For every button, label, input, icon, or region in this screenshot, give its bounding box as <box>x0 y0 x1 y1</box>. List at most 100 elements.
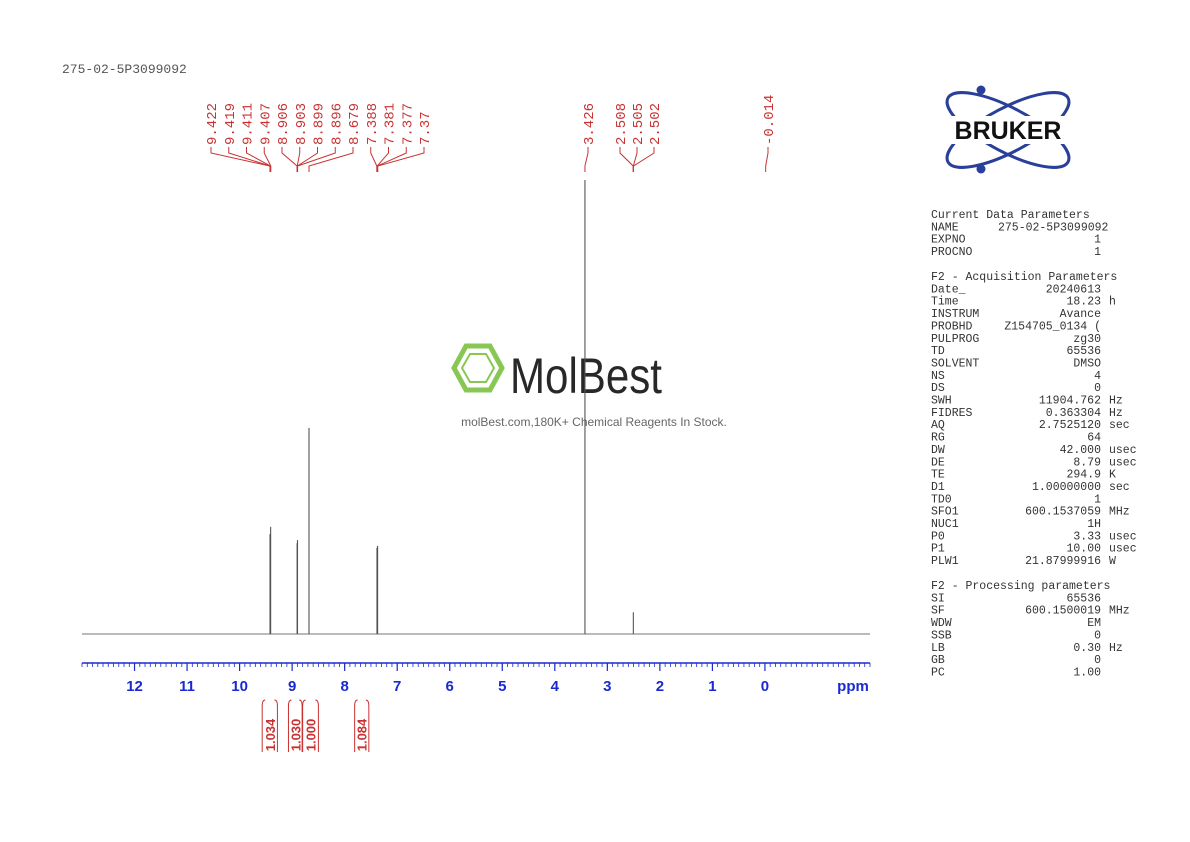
param-value: 294.9 <box>1066 469 1101 482</box>
peak-label: 8.896 <box>329 103 345 145</box>
peak-label: 8.903 <box>294 103 310 145</box>
param-value: 1.00 <box>1073 666 1101 679</box>
integral-bracket <box>261 699 278 752</box>
param-unit: MHz <box>1109 605 1130 618</box>
param-key: GB <box>931 654 945 667</box>
peak-label: 9.419 <box>223 103 239 145</box>
param-value: 2.7525120 <box>1039 419 1101 432</box>
x-tick-label: 2 <box>656 678 664 695</box>
watermark: MolBest molBest.com,180K+ Chemical Reage… <box>451 343 727 429</box>
param-unit: Hz <box>1109 642 1123 655</box>
x-tick-label: 9 <box>288 678 296 695</box>
param-value: 20240613 <box>1046 283 1101 296</box>
x-tick-label: 8 <box>340 678 348 695</box>
x-tick-label: 12 <box>126 678 143 695</box>
section-title: Current Data Parameters <box>931 209 1090 222</box>
peak-label: 2.505 <box>631 103 647 145</box>
peak-label: 2.508 <box>614 103 630 145</box>
peak-label-leader <box>297 147 336 172</box>
param-unit: Hz <box>1109 395 1123 408</box>
param-value: 1.00000000 <box>1032 481 1101 494</box>
peak-label: 8.906 <box>276 103 292 145</box>
x-tick-label: 3 <box>603 678 611 695</box>
param-value: zg30 <box>1073 333 1101 346</box>
peak-label: 8.899 <box>312 103 328 145</box>
param-unit: usec <box>1109 444 1137 457</box>
param-unit: sec <box>1109 419 1130 432</box>
param-key: NUC1 <box>931 518 959 531</box>
param-value: EM <box>1087 617 1101 630</box>
param-value: 1 <box>1094 246 1101 259</box>
integral-bracket <box>354 699 370 752</box>
param-value: 10.00 <box>1066 543 1101 556</box>
peak-label: 7.377 <box>400 103 416 145</box>
param-key: PC <box>931 666 945 679</box>
x-tick-label: 6 <box>446 678 454 695</box>
section-title: F2 - Processing parameters <box>931 580 1110 593</box>
bruker-logo: BRUKER <box>924 85 1092 174</box>
param-value: 0.30 <box>1073 642 1101 655</box>
integral-label: 1.084 <box>355 718 370 751</box>
param-value: 65536 <box>1066 592 1101 605</box>
param-unit: h <box>1109 296 1116 309</box>
x-tick-label: 1 <box>708 678 716 695</box>
param-key: SF <box>931 605 945 618</box>
param-key: NS <box>931 370 945 383</box>
param-value: 21.87999916 <box>1025 555 1101 568</box>
param-key: PULPROG <box>931 333 979 346</box>
x-tick-label: 5 <box>498 678 506 695</box>
x-tick-label: 4 <box>551 678 560 695</box>
param-key: NAME <box>931 221 959 234</box>
peak-label-leader <box>765 147 769 172</box>
param-value: 0.363304 <box>1046 407 1101 420</box>
watermark-tagline: molBest.com,180K+ Chemical Reagents In S… <box>461 415 727 429</box>
x-axis-label: ppm <box>837 678 869 695</box>
peak-label-leader <box>377 147 425 172</box>
peak-label: 9.407 <box>258 103 274 145</box>
param-value: DMSO <box>1073 357 1101 370</box>
param-key: SOLVENT <box>931 357 979 370</box>
param-unit: sec <box>1109 481 1130 494</box>
param-value: 8.79 <box>1073 456 1101 469</box>
section-title: F2 - Acquisition Parameters <box>931 271 1117 284</box>
peak-label-leader <box>370 147 378 172</box>
param-value: 4 <box>1094 370 1101 383</box>
param-unit: K <box>1109 469 1116 482</box>
param-key: WDW <box>931 617 952 630</box>
param-value: 64 <box>1087 432 1101 445</box>
integral-label: 1.034 <box>263 718 278 751</box>
param-key: SWH <box>931 395 952 408</box>
param-value: 11904.762 <box>1039 395 1101 408</box>
param-value: 1H <box>1087 518 1101 531</box>
logo-text: BRUKER <box>955 117 1062 145</box>
param-value: 0 <box>1094 629 1101 642</box>
peak-label-leader <box>376 147 389 172</box>
param-value: 42.000 <box>1060 444 1102 457</box>
integral-label: 1.030 <box>288 719 303 752</box>
param-key: RG <box>931 432 945 445</box>
peak-label: 9.422 <box>205 103 221 145</box>
param-value: 0 <box>1094 382 1101 395</box>
param-value: 275-02-5P3099092 <box>998 221 1109 234</box>
peak-label: 8.679 <box>347 103 363 145</box>
integral-label: 1.000 <box>304 719 319 752</box>
param-key: SI <box>931 592 945 605</box>
watermark-brand: MolBest <box>510 348 662 404</box>
param-unit: usec <box>1109 543 1137 556</box>
param-key: DS <box>931 382 945 395</box>
param-key: Date_ <box>931 283 966 296</box>
param-key: D1 <box>931 481 945 494</box>
param-key: TE <box>931 469 945 482</box>
peak-label-leader <box>632 147 655 172</box>
x-tick-label: 7 <box>393 678 401 695</box>
param-unit: MHz <box>1109 506 1130 519</box>
integral-bracket <box>287 699 303 752</box>
param-key: DW <box>931 444 945 457</box>
param-value: 3.33 <box>1073 530 1101 543</box>
param-key: P0 <box>931 530 945 543</box>
peak-label: -0.014 <box>762 95 778 145</box>
peak-label: 3.426 <box>582 103 598 145</box>
param-key: SFO1 <box>931 506 959 519</box>
